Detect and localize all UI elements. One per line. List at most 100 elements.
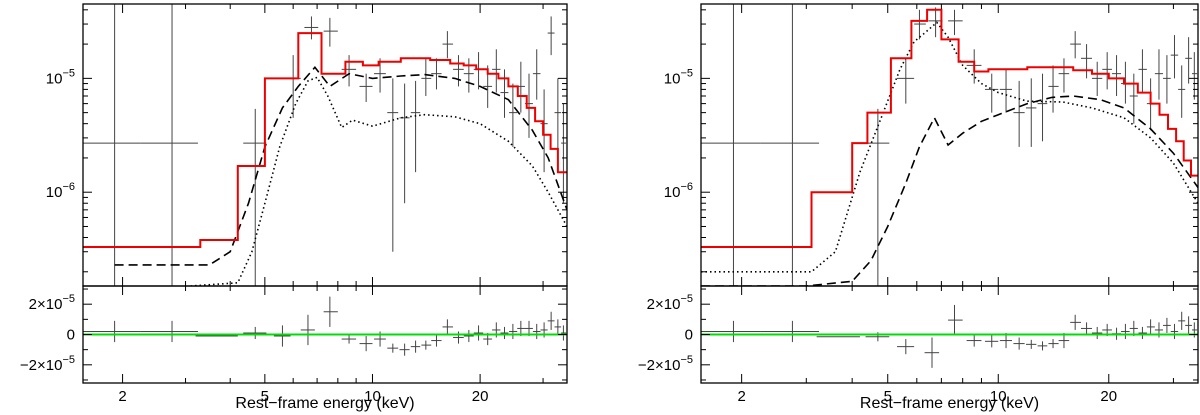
residual-plot-area	[83, 296, 567, 356]
residual-y-tick-label: 0	[67, 327, 75, 344]
residual-data-point	[1025, 339, 1037, 349]
spectrum-data-point	[1013, 80, 1025, 147]
residual-data-point	[442, 319, 454, 335]
residual-data-point	[473, 325, 484, 341]
spectrum-data-point	[431, 58, 442, 90]
residual-data-point	[83, 320, 141, 343]
spectrum-data-point	[561, 103, 567, 204]
residual-plot-area	[701, 304, 1198, 368]
y-tick-label: 10−6	[46, 181, 75, 201]
spectrum-data-point	[1191, 52, 1198, 100]
residual-data-point	[984, 335, 999, 348]
y-tick-label: 10−5	[664, 67, 693, 87]
residual-data-point	[948, 304, 963, 336]
spectrum-plot-area	[83, 4, 567, 286]
x-tick-label: 20	[472, 388, 489, 405]
residual-data-point	[701, 320, 761, 343]
x-tick-label: 20	[1100, 388, 1117, 405]
spectrum-plot-area	[701, 4, 1198, 286]
spectrum-data-point	[421, 58, 432, 96]
spectrum-data-point	[387, 78, 399, 252]
residual-data-point	[1138, 326, 1147, 340]
total-model-line	[701, 8, 1198, 248]
spectrum-data-point	[1102, 52, 1112, 90]
residual-data-point	[243, 326, 267, 340]
spectrum-data-point	[701, 4, 761, 286]
spectrum-data-point	[341, 55, 357, 87]
x-tick-label: 2	[118, 388, 126, 405]
right-panel: 2 5 10 20 Rest−frame energy (keV) 10−5 10−6 2×1…	[638, 3, 1199, 412]
residual-data-point	[410, 340, 421, 353]
spectrum-data-point	[1154, 49, 1163, 100]
spectrum-data-point	[323, 17, 338, 47]
spectrum-data-point	[1138, 49, 1147, 93]
residual-data-point	[1048, 339, 1059, 349]
residual-data-point	[1121, 323, 1130, 340]
spectrum-data-point	[948, 9, 963, 36]
residual-data-point	[323, 296, 338, 327]
dotted-model-line	[190, 76, 567, 286]
spectrum-data-point	[760, 4, 820, 286]
residual-data-point	[517, 320, 525, 337]
residual-data-point	[924, 337, 940, 368]
spectrum-data-point	[914, 9, 926, 40]
x-tick-label: 5	[884, 388, 892, 405]
x-tick-label: 10	[990, 388, 1007, 405]
left-panel: 2 5 10 20 Rest−frame energy (keV) 10−5 10−6 2×1…	[20, 3, 568, 412]
spectrum-data-point	[1185, 37, 1192, 84]
spectrum-data-point	[1111, 55, 1122, 96]
residual-data-point	[561, 325, 567, 341]
residual-data-point	[1178, 311, 1186, 330]
spectrum-data-point	[532, 49, 541, 100]
residual-data-point	[897, 339, 915, 355]
spectrum-data-point	[399, 83, 410, 204]
residual-data-point	[1162, 317, 1171, 333]
residual-y-tick-label: 2×10−5	[647, 293, 693, 313]
spectrum-data-point	[410, 80, 421, 173]
residual-data-point	[399, 343, 410, 356]
spectrum-data-point	[865, 108, 890, 286]
spectrum-data-point	[140, 4, 198, 286]
dashed-model-line	[701, 95, 1198, 286]
residual-data-point	[966, 334, 982, 347]
spectrum-data-point	[1048, 65, 1059, 113]
spectrum-data-point	[547, 16, 555, 56]
spectrum-data-point	[359, 73, 373, 102]
residual-data-point	[1091, 326, 1103, 340]
spectrum-data-point	[928, 7, 943, 38]
residual-data-point	[359, 336, 373, 352]
residual-y-tick-label: −2×10−5	[638, 354, 693, 374]
residual-data-point	[463, 329, 474, 343]
residual-data-point	[1146, 319, 1155, 335]
residual-y-tick-label: −2×10−5	[20, 354, 75, 374]
spectrum-data-point	[1025, 78, 1037, 147]
residual-y-tick-label: 2×10−5	[29, 293, 75, 313]
spectrum-data-point	[500, 69, 509, 118]
spectrum-data-point	[897, 58, 915, 104]
x-tick-label: 10	[364, 388, 381, 405]
spectrum-data-point	[999, 69, 1012, 113]
residual-data-point	[1080, 322, 1092, 335]
spectrum-data-point	[304, 16, 319, 40]
residual-data-point	[509, 323, 518, 340]
residual-data-point	[300, 314, 315, 346]
x-axis-title: Rest−frame energy (keV)	[235, 395, 414, 412]
residual-data-point	[453, 331, 464, 344]
residual-data-point	[524, 320, 533, 337]
residual-data-point	[341, 334, 357, 344]
residual-data-point	[1037, 341, 1048, 351]
spectrum-frame	[700, 3, 1199, 287]
residual-data-point	[500, 326, 509, 340]
residual-data-point	[532, 323, 541, 340]
spectrum-data-point	[463, 58, 474, 93]
spectrum-data-point	[442, 31, 454, 59]
spectrum-data-point	[1091, 61, 1103, 96]
dotted-model-line	[701, 21, 1198, 273]
spectrum-data-point	[1162, 55, 1171, 104]
residual-data-point	[273, 325, 291, 347]
residual-data-point	[140, 320, 198, 343]
total-model-line	[83, 32, 567, 248]
y-tick-label: 10−6	[664, 181, 693, 201]
spectrum-data-point	[492, 49, 501, 93]
